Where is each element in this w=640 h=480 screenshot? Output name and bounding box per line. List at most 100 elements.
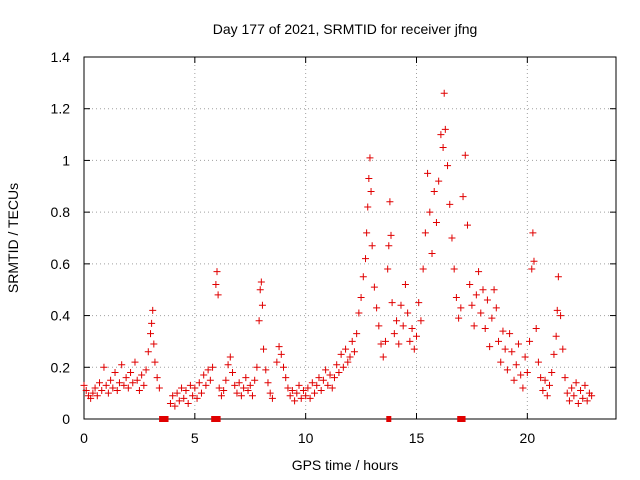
- data-point: [313, 381, 321, 389]
- data-point: [495, 337, 503, 345]
- data-point: [240, 384, 248, 392]
- data-point: [430, 187, 438, 195]
- data-point: [171, 402, 179, 410]
- data-point: [82, 387, 90, 395]
- gap-markers: [159, 416, 466, 422]
- data-point: [370, 283, 378, 291]
- data-point: [89, 389, 97, 397]
- data-point: [468, 301, 476, 309]
- data-point: [490, 286, 498, 294]
- y-tick-label: 1: [62, 152, 70, 168]
- data-point: [546, 381, 553, 389]
- data-point: [384, 265, 392, 273]
- data-point: [579, 394, 587, 402]
- data-point: [253, 363, 261, 371]
- data-point: [204, 366, 212, 374]
- data-point: [175, 397, 183, 405]
- data-point: [581, 381, 589, 389]
- data-point: [432, 218, 440, 226]
- data-point: [319, 376, 327, 384]
- data-point: [299, 387, 307, 395]
- data-point: [557, 312, 565, 320]
- plot-frame: [83, 56, 617, 420]
- data-point: [381, 337, 389, 345]
- data-point: [577, 387, 585, 395]
- data-point: [441, 125, 449, 133]
- gap-marker: [163, 416, 169, 422]
- data-point: [350, 348, 358, 356]
- data-point: [367, 187, 375, 195]
- data-point: [337, 350, 345, 358]
- data-point: [355, 309, 363, 317]
- data-point: [455, 314, 463, 322]
- gap-marker: [457, 416, 463, 422]
- data-point: [231, 381, 239, 389]
- data-point: [308, 379, 316, 387]
- data-point: [519, 384, 527, 392]
- data-point: [457, 304, 465, 312]
- data-point: [104, 389, 112, 397]
- data-point: [214, 291, 222, 299]
- data-point: [417, 317, 425, 325]
- data-point: [426, 208, 434, 216]
- data-point: [262, 366, 270, 374]
- data-point: [463, 221, 471, 229]
- data-point: [401, 281, 409, 289]
- data-point: [120, 381, 128, 389]
- data-point: [424, 169, 432, 177]
- data-point: [248, 392, 256, 400]
- data-point: [100, 363, 108, 371]
- data-point: [446, 200, 454, 208]
- data-point: [437, 131, 445, 139]
- y-axis-label: SRMTID / TECUs: [5, 183, 21, 293]
- data-point: [166, 399, 174, 407]
- data-point: [151, 358, 159, 366]
- data-point: [115, 379, 123, 387]
- data-point: [284, 384, 292, 392]
- data-point: [459, 193, 467, 201]
- data-point: [410, 345, 418, 353]
- data-point: [127, 368, 135, 376]
- data-point: [178, 384, 186, 392]
- data-point: [357, 293, 365, 301]
- data-point: [118, 361, 126, 369]
- data-point: [257, 278, 265, 286]
- data-point: [373, 304, 381, 312]
- data-point: [479, 286, 487, 294]
- data-point: [543, 392, 551, 400]
- data-point: [440, 89, 448, 97]
- data-point: [107, 376, 115, 384]
- data-point: [339, 363, 347, 371]
- chart-title: Day 177 of 2021, SRMTID for receiver jfn…: [213, 21, 478, 37]
- data-point: [195, 379, 203, 387]
- data-point: [282, 374, 290, 382]
- data-point: [315, 374, 323, 382]
- data-point: [537, 374, 545, 382]
- data-point: [191, 384, 199, 392]
- data-point: [226, 353, 234, 361]
- data-point: [186, 381, 194, 389]
- data-point: [150, 340, 158, 348]
- data-point: [375, 322, 383, 330]
- data-point: [264, 379, 272, 387]
- data-point: [521, 353, 529, 361]
- data-point: [96, 379, 104, 387]
- data-point: [408, 325, 416, 332]
- data-point: [322, 366, 330, 374]
- data-point: [450, 265, 458, 273]
- data-point: [470, 322, 478, 330]
- data-point: [397, 301, 405, 309]
- data-point: [561, 374, 569, 382]
- data-point: [503, 366, 511, 374]
- y-tick-label: 0.8: [51, 204, 71, 220]
- data-point: [217, 392, 225, 400]
- x-axis-label: GPS time / hours: [292, 457, 399, 473]
- data-point: [202, 381, 210, 389]
- data-point: [335, 368, 343, 376]
- data-point: [142, 366, 150, 374]
- data-point: [541, 376, 549, 384]
- data-point: [304, 384, 312, 392]
- data-point: [385, 242, 393, 250]
- data-point: [213, 268, 221, 276]
